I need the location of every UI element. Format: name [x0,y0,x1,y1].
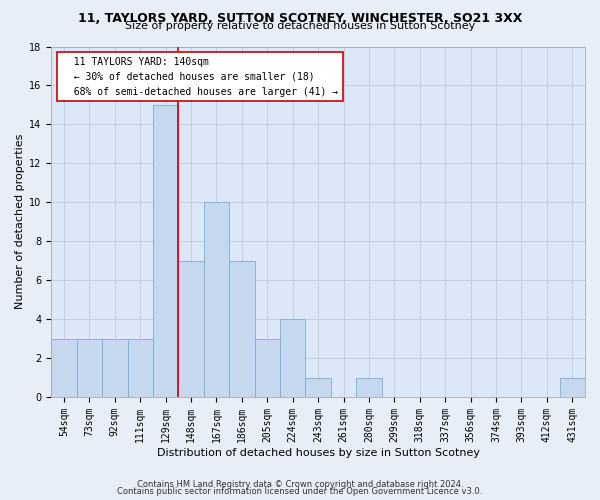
Y-axis label: Number of detached properties: Number of detached properties [15,134,25,310]
Bar [305,378,331,397]
Bar [560,378,585,397]
Text: 11, TAYLORS YARD, SUTTON SCOTNEY, WINCHESTER, SO21 3XX: 11, TAYLORS YARD, SUTTON SCOTNEY, WINCHE… [78,12,522,24]
Text: Contains public sector information licensed under the Open Government Licence v3: Contains public sector information licen… [118,487,482,496]
Bar [153,105,178,397]
Bar [128,338,153,397]
Bar [356,378,382,397]
Bar [77,338,102,397]
X-axis label: Distribution of detached houses by size in Sutton Scotney: Distribution of detached houses by size … [157,448,479,458]
Bar [229,260,254,397]
Bar [51,338,77,397]
Text: Contains HM Land Registry data © Crown copyright and database right 2024.: Contains HM Land Registry data © Crown c… [137,480,463,489]
Bar [204,202,229,397]
Bar [102,338,128,397]
Text: Size of property relative to detached houses in Sutton Scotney: Size of property relative to detached ho… [125,21,475,31]
Bar [254,338,280,397]
Text: 11 TAYLORS YARD: 140sqm
  ← 30% of detached houses are smaller (18)
  68% of sem: 11 TAYLORS YARD: 140sqm ← 30% of detache… [62,57,338,96]
Bar [178,260,204,397]
Bar [280,319,305,397]
